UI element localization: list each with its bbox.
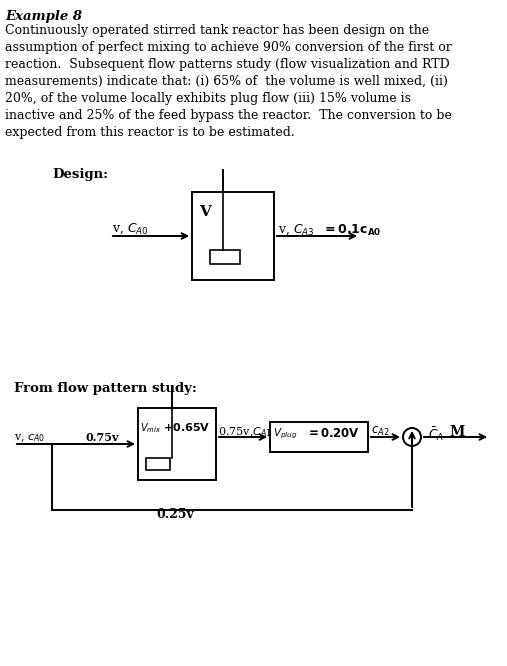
- Text: inactive and 25% of the feed bypass the reactor.  The conversion to be: inactive and 25% of the feed bypass the …: [5, 109, 452, 122]
- Text: 0.75v,$C_{A1}$: 0.75v,$C_{A1}$: [218, 425, 272, 439]
- Text: v, $c_{A0}$: v, $c_{A0}$: [14, 432, 45, 444]
- Text: From flow pattern study:: From flow pattern study:: [14, 382, 197, 395]
- Text: Design:: Design:: [52, 168, 108, 181]
- Bar: [270, 422, 368, 452]
- Text: assumption of perfect mixing to achieve 90% conversion of the first or: assumption of perfect mixing to achieve …: [5, 41, 452, 54]
- Text: $\mathbf{+0.65V}$: $\mathbf{+0.65V}$: [163, 421, 210, 433]
- Text: $c_{A2}$: $c_{A2}$: [371, 425, 389, 438]
- Text: $V_{plug}$: $V_{plug}$: [273, 427, 298, 442]
- Text: $\bar{C}_A$: $\bar{C}_A$: [428, 425, 444, 443]
- Text: 20%, of the volume locally exhibits plug flow (iii) 15% volume is: 20%, of the volume locally exhibits plug…: [5, 92, 411, 105]
- Text: Continuously operated stirred tank reactor has been design on the: Continuously operated stirred tank react…: [5, 24, 429, 37]
- Bar: [192, 192, 274, 280]
- Text: measurements) indicate that: (i) 65% of  the volume is well mixed, (ii): measurements) indicate that: (i) 65% of …: [5, 75, 448, 88]
- Text: expected from this reactor is to be estimated.: expected from this reactor is to be esti…: [5, 126, 295, 139]
- Text: 0.75v: 0.75v: [85, 432, 119, 443]
- Text: v, $C_{A3}$: v, $C_{A3}$: [278, 223, 315, 238]
- Text: $V_{mix}$: $V_{mix}$: [140, 421, 161, 435]
- Text: $\mathbf{=0.1c_{A0}}$: $\mathbf{=0.1c_{A0}}$: [322, 223, 381, 238]
- Text: $\mathbf{= 0.20V}$: $\mathbf{= 0.20V}$: [306, 427, 360, 440]
- Text: M: M: [449, 425, 464, 439]
- Bar: [210, 250, 240, 264]
- Text: Example 8: Example 8: [5, 10, 82, 23]
- Bar: [138, 408, 216, 480]
- Text: reaction.  Subsequent flow patterns study (flow visualization and RTD: reaction. Subsequent flow patterns study…: [5, 58, 450, 71]
- Text: V: V: [199, 205, 211, 219]
- Text: 0.25v: 0.25v: [156, 508, 194, 521]
- Text: v, $C_{A0}$: v, $C_{A0}$: [112, 222, 149, 236]
- Bar: [146, 458, 170, 470]
